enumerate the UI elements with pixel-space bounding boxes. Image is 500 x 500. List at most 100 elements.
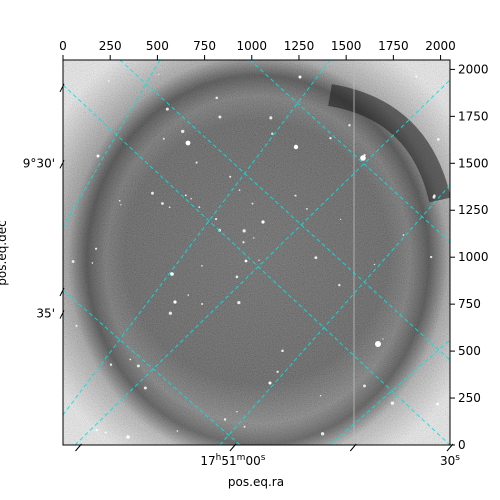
star [201, 302, 204, 305]
star [306, 207, 308, 210]
ra-tick-label: 17h51m00s [200, 453, 265, 468]
dec-tick-label: 35' [36, 307, 55, 321]
star [436, 137, 440, 141]
star [108, 80, 110, 82]
star [402, 234, 405, 236]
x-top-tick-label: 0 [59, 39, 67, 53]
star [235, 275, 239, 279]
star [118, 199, 121, 202]
y-axis-label: pos.eq.dec [0, 220, 9, 285]
star [243, 425, 246, 428]
ra-tick [446, 443, 454, 452]
dark-arc-upper-right [327, 84, 450, 203]
bright-star [298, 75, 302, 79]
dec-minor-tick [59, 83, 65, 93]
x-top-tick-label: 500 [146, 39, 169, 53]
star [168, 311, 172, 315]
bright-star [173, 300, 177, 304]
y-right-tick-label: 1750 [458, 109, 489, 123]
star [190, 198, 192, 200]
bright-star [170, 272, 174, 276]
x-top-tick-label: 250 [99, 39, 122, 53]
star [363, 384, 366, 388]
halo-ring [68, 60, 448, 445]
star [184, 194, 187, 197]
y-right-tick-label: 2000 [458, 62, 489, 76]
star [390, 401, 395, 405]
y-axis-right: 0 250 500 750 1000 1250 1500 1750 2000 [450, 62, 489, 452]
star [236, 410, 238, 413]
star [151, 191, 154, 195]
star [319, 395, 322, 397]
ra-tick-label: 30s [440, 453, 460, 468]
y-right-tick-label: 0 [458, 438, 466, 452]
y-right-tick-label: 750 [458, 297, 481, 311]
star [218, 115, 222, 119]
x-top-tick-label: 1250 [284, 39, 315, 53]
star [429, 255, 433, 259]
star [348, 123, 351, 127]
star [214, 218, 218, 221]
grid-line [329, 339, 450, 445]
star [436, 402, 440, 406]
star [373, 263, 376, 266]
star [271, 132, 274, 135]
y-right-tick-label: 1250 [458, 203, 489, 217]
star [237, 300, 241, 305]
y-right-tick-label: 1500 [458, 156, 489, 170]
star [223, 418, 227, 421]
bright-star [126, 435, 130, 439]
star [165, 107, 169, 111]
stars [71, 73, 440, 439]
bright-star [268, 381, 272, 385]
image-panel [63, 60, 450, 445]
star [168, 206, 171, 209]
star [201, 265, 203, 267]
bright-star [185, 140, 191, 146]
star [215, 96, 219, 100]
y-right-tick-label: 500 [458, 344, 481, 358]
star [314, 256, 318, 260]
star [94, 247, 98, 250]
star [104, 431, 107, 434]
star [281, 349, 284, 353]
star [120, 204, 122, 206]
star [181, 129, 185, 134]
star [91, 262, 94, 264]
star [75, 324, 78, 327]
x-top-tick-label: 1750 [378, 39, 409, 53]
y-right-tick-label: 250 [458, 391, 481, 405]
plot-frame [62, 59, 451, 446]
star [294, 194, 297, 197]
star [320, 432, 325, 436]
bright-star [261, 220, 265, 224]
bright-star [375, 341, 381, 347]
star [195, 161, 198, 164]
star [382, 338, 384, 340]
star [238, 189, 241, 191]
x-top-tick-label: 2000 [425, 39, 456, 53]
grid-line [249, 60, 450, 243]
grid-line [63, 289, 241, 445]
dec-axis-left: 9°30' 35' [23, 83, 65, 321]
star [161, 202, 164, 205]
star [242, 241, 245, 244]
star [162, 137, 165, 140]
x-axis-top: 0 250 500 750 1000 1250 1500 1750 2000 [59, 39, 456, 60]
star [198, 206, 201, 208]
dec-minor-tick [59, 287, 65, 297]
star [242, 229, 246, 233]
coordinate-grid [63, 60, 450, 445]
y-right-tick-label: 1000 [458, 250, 489, 264]
star [258, 259, 260, 261]
ra-minor-tick [349, 443, 357, 452]
grid-line [219, 184, 450, 445]
bright-star [244, 259, 248, 263]
bright-star [96, 154, 100, 158]
star [129, 358, 132, 361]
dec-tick [59, 160, 65, 169]
star [95, 428, 98, 432]
x-top-tick-label: 750 [193, 39, 216, 53]
star [143, 386, 147, 390]
